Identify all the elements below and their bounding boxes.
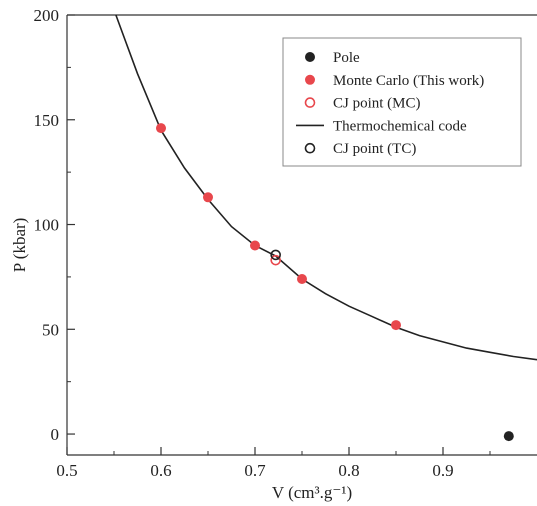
legend-box (282, 37, 522, 167)
series-monte-carlo-this-work-point (391, 320, 401, 331)
x-tick-label: 0.5 (56, 461, 77, 480)
y-tick-label: 100 (34, 216, 60, 235)
series-monte-carlo-this-work-point (297, 274, 307, 284)
series-cj-point-mc-point (270, 254, 281, 266)
x-tick-label: 0.7 (244, 461, 266, 480)
legend-thermochemical-code-label: Thermochemical code (333, 118, 467, 134)
legend-monte-carlo-this-work-swatch (305, 74, 315, 85)
series-monte-carlo-this-work-point (203, 192, 213, 203)
legend-cj-point-tc-swatch (304, 142, 316, 154)
points-layer (156, 123, 514, 442)
x-tick-label: 0.6 (150, 461, 171, 480)
x-tick-label: 0.8 (338, 461, 359, 480)
series-monte-carlo-this-work-point (250, 240, 260, 251)
legend-monte-carlo-this-work-label: Monte Carlo (This work) (333, 73, 484, 89)
legend-cj-point-mc-swatch (304, 97, 316, 108)
series-pole-point (503, 431, 514, 442)
legend-cj-point-mc-label: CJ point (MC) (333, 96, 421, 112)
legend-pole-swatch (305, 52, 315, 62)
legend: Pole Monte Carlo (This work) CJ point (MC)… (282, 37, 522, 167)
axis-ticks: 0.5 0.6 0.7 0.8 0.9 0 50 100 150 200 (34, 6, 491, 480)
x-axis-title: V (cm³.g⁻¹) (272, 483, 352, 502)
curve-layer (115, 14, 537, 361)
y-axis-title: P (kbar) (10, 218, 29, 273)
y-tick-label: 150 (34, 111, 60, 130)
series-monte-carlo-this-work-point (156, 123, 166, 134)
y-tick-label: 0 (51, 425, 60, 444)
series-cj-point-tc-point (270, 249, 281, 261)
y-tick-label: 200 (34, 6, 60, 25)
series-thermochemical-code-line (115, 14, 537, 361)
x-tick-label: 0.9 (432, 461, 453, 480)
y-tick-label: 50 (42, 320, 59, 339)
legend-pole-label: Pole (333, 50, 360, 66)
legend-cj-point-tc-label: CJ point (TC) (333, 141, 416, 157)
